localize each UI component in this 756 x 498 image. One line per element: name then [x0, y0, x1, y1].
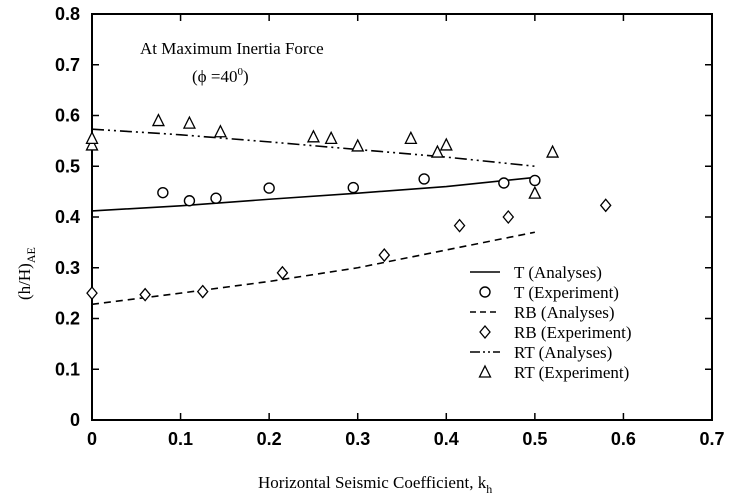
data-point-circle	[263, 182, 275, 194]
x-tick-label: 0.4	[434, 429, 459, 449]
data-point-circle	[347, 181, 359, 194]
legend-swatch-marker	[479, 324, 491, 340]
data-point-triangle	[430, 144, 444, 158]
series-line	[91, 231, 536, 306]
x-tick-label: 0.6	[611, 429, 636, 449]
axis-ticks: 0 0.1 0.2 0.3 0.4 0.5 0.6 0.7 0 0.1 0.2 0.3 0.4 0.5 0.…	[55, 4, 725, 449]
annotation-line-1: At Maximum Inertia Force	[140, 39, 324, 58]
data-point-triangle	[324, 130, 338, 144]
series-1	[157, 173, 541, 207]
x-tick-label: 0.1	[168, 429, 193, 449]
annotation: At Maximum Inertia Force (ϕ =400)	[140, 39, 324, 86]
y-tick-label: 0.8	[55, 4, 80, 24]
legend-label: RB (Experiment)	[514, 323, 632, 342]
series-5	[85, 113, 560, 199]
x-axis-label-subscript: h	[486, 482, 492, 496]
legend-item: RB (Experiment)	[479, 323, 632, 342]
data-point-diamond	[276, 265, 289, 280]
data-point-circle	[183, 195, 196, 207]
y-axis-label: (h/H)AE	[15, 247, 38, 300]
data-point-diamond	[453, 218, 466, 233]
legend-label: RT (Experiment)	[514, 363, 629, 382]
data-point-triangle	[546, 144, 560, 158]
legend-item: T (Experiment)	[479, 283, 619, 302]
y-tick-label: 0.3	[55, 258, 80, 278]
legend-label: RT (Analyses)	[514, 343, 612, 362]
legend-item: RT (Analyses)	[470, 343, 612, 362]
data-point-triangle	[528, 185, 542, 199]
data-point-circle	[210, 192, 222, 204]
y-tick-label: 0.5	[55, 156, 80, 176]
data-point-triangle	[404, 130, 418, 144]
x-axis-label: Horizontal Seismic Coefficient, kh	[258, 473, 492, 496]
plot-border	[91, 13, 713, 421]
legend-swatch-marker	[478, 364, 492, 378]
data-point-triangle	[182, 115, 196, 129]
legend-item: RB (Analyses)	[470, 303, 615, 322]
data-point-diamond	[86, 286, 98, 301]
data-point-diamond	[378, 248, 391, 263]
x-tick-label: 0.3	[345, 429, 370, 449]
x-tick-label: 0.5	[522, 429, 547, 449]
y-tick-label: 0.1	[55, 359, 80, 379]
series-0	[91, 176, 535, 212]
data-point-triangle	[85, 137, 99, 151]
data-point-circle	[157, 186, 169, 199]
y-tick-label: 0.4	[55, 207, 80, 227]
data-point-circle	[529, 174, 541, 187]
legend: T (Analyses)T (Experiment)RB (Analyses)R…	[470, 263, 632, 382]
x-tick-label: 0.2	[257, 429, 282, 449]
data-point-diamond	[599, 198, 612, 213]
annotation-line-2: (ϕ =400)	[192, 66, 249, 86]
data-point-circle	[498, 177, 510, 189]
legend-label: T (Experiment)	[514, 283, 619, 302]
data-point-triangle	[306, 129, 320, 143]
y-tick-label: 0.2	[55, 309, 80, 329]
data-point-triangle	[151, 113, 165, 127]
data-point-triangle	[351, 138, 365, 152]
data-point-triangle	[439, 137, 453, 151]
legend-label: T (Analyses)	[514, 263, 602, 282]
data-point-diamond	[139, 287, 151, 302]
legend-swatch-marker	[479, 286, 491, 298]
data-point-triangle	[85, 130, 99, 144]
series-layer	[85, 113, 612, 306]
series-line	[91, 128, 535, 168]
x-tick-label: 0	[87, 429, 97, 449]
y-axis-label-subscript: AE	[24, 247, 38, 263]
series-3	[86, 198, 612, 302]
data-point-triangle	[213, 124, 227, 138]
degree-superscript: 0	[237, 66, 243, 78]
y-tick-label: 0.7	[55, 55, 80, 75]
data-point-diamond	[196, 284, 209, 299]
y-tick-label: 0	[70, 410, 80, 430]
data-point-diamond	[502, 209, 515, 225]
legend-item: T (Analyses)	[470, 263, 602, 282]
series-4	[91, 128, 535, 168]
y-tick-label: 0.6	[55, 106, 80, 126]
phi-symbol: ϕ	[198, 67, 207, 86]
plot-frame	[91, 13, 713, 421]
legend-item: RT (Experiment)	[478, 363, 629, 382]
data-point-circle	[418, 173, 430, 185]
series-line	[91, 176, 535, 212]
series-2	[91, 231, 536, 306]
x-tick-label: 0.7	[699, 429, 724, 449]
legend-label: RB (Analyses)	[514, 303, 615, 322]
